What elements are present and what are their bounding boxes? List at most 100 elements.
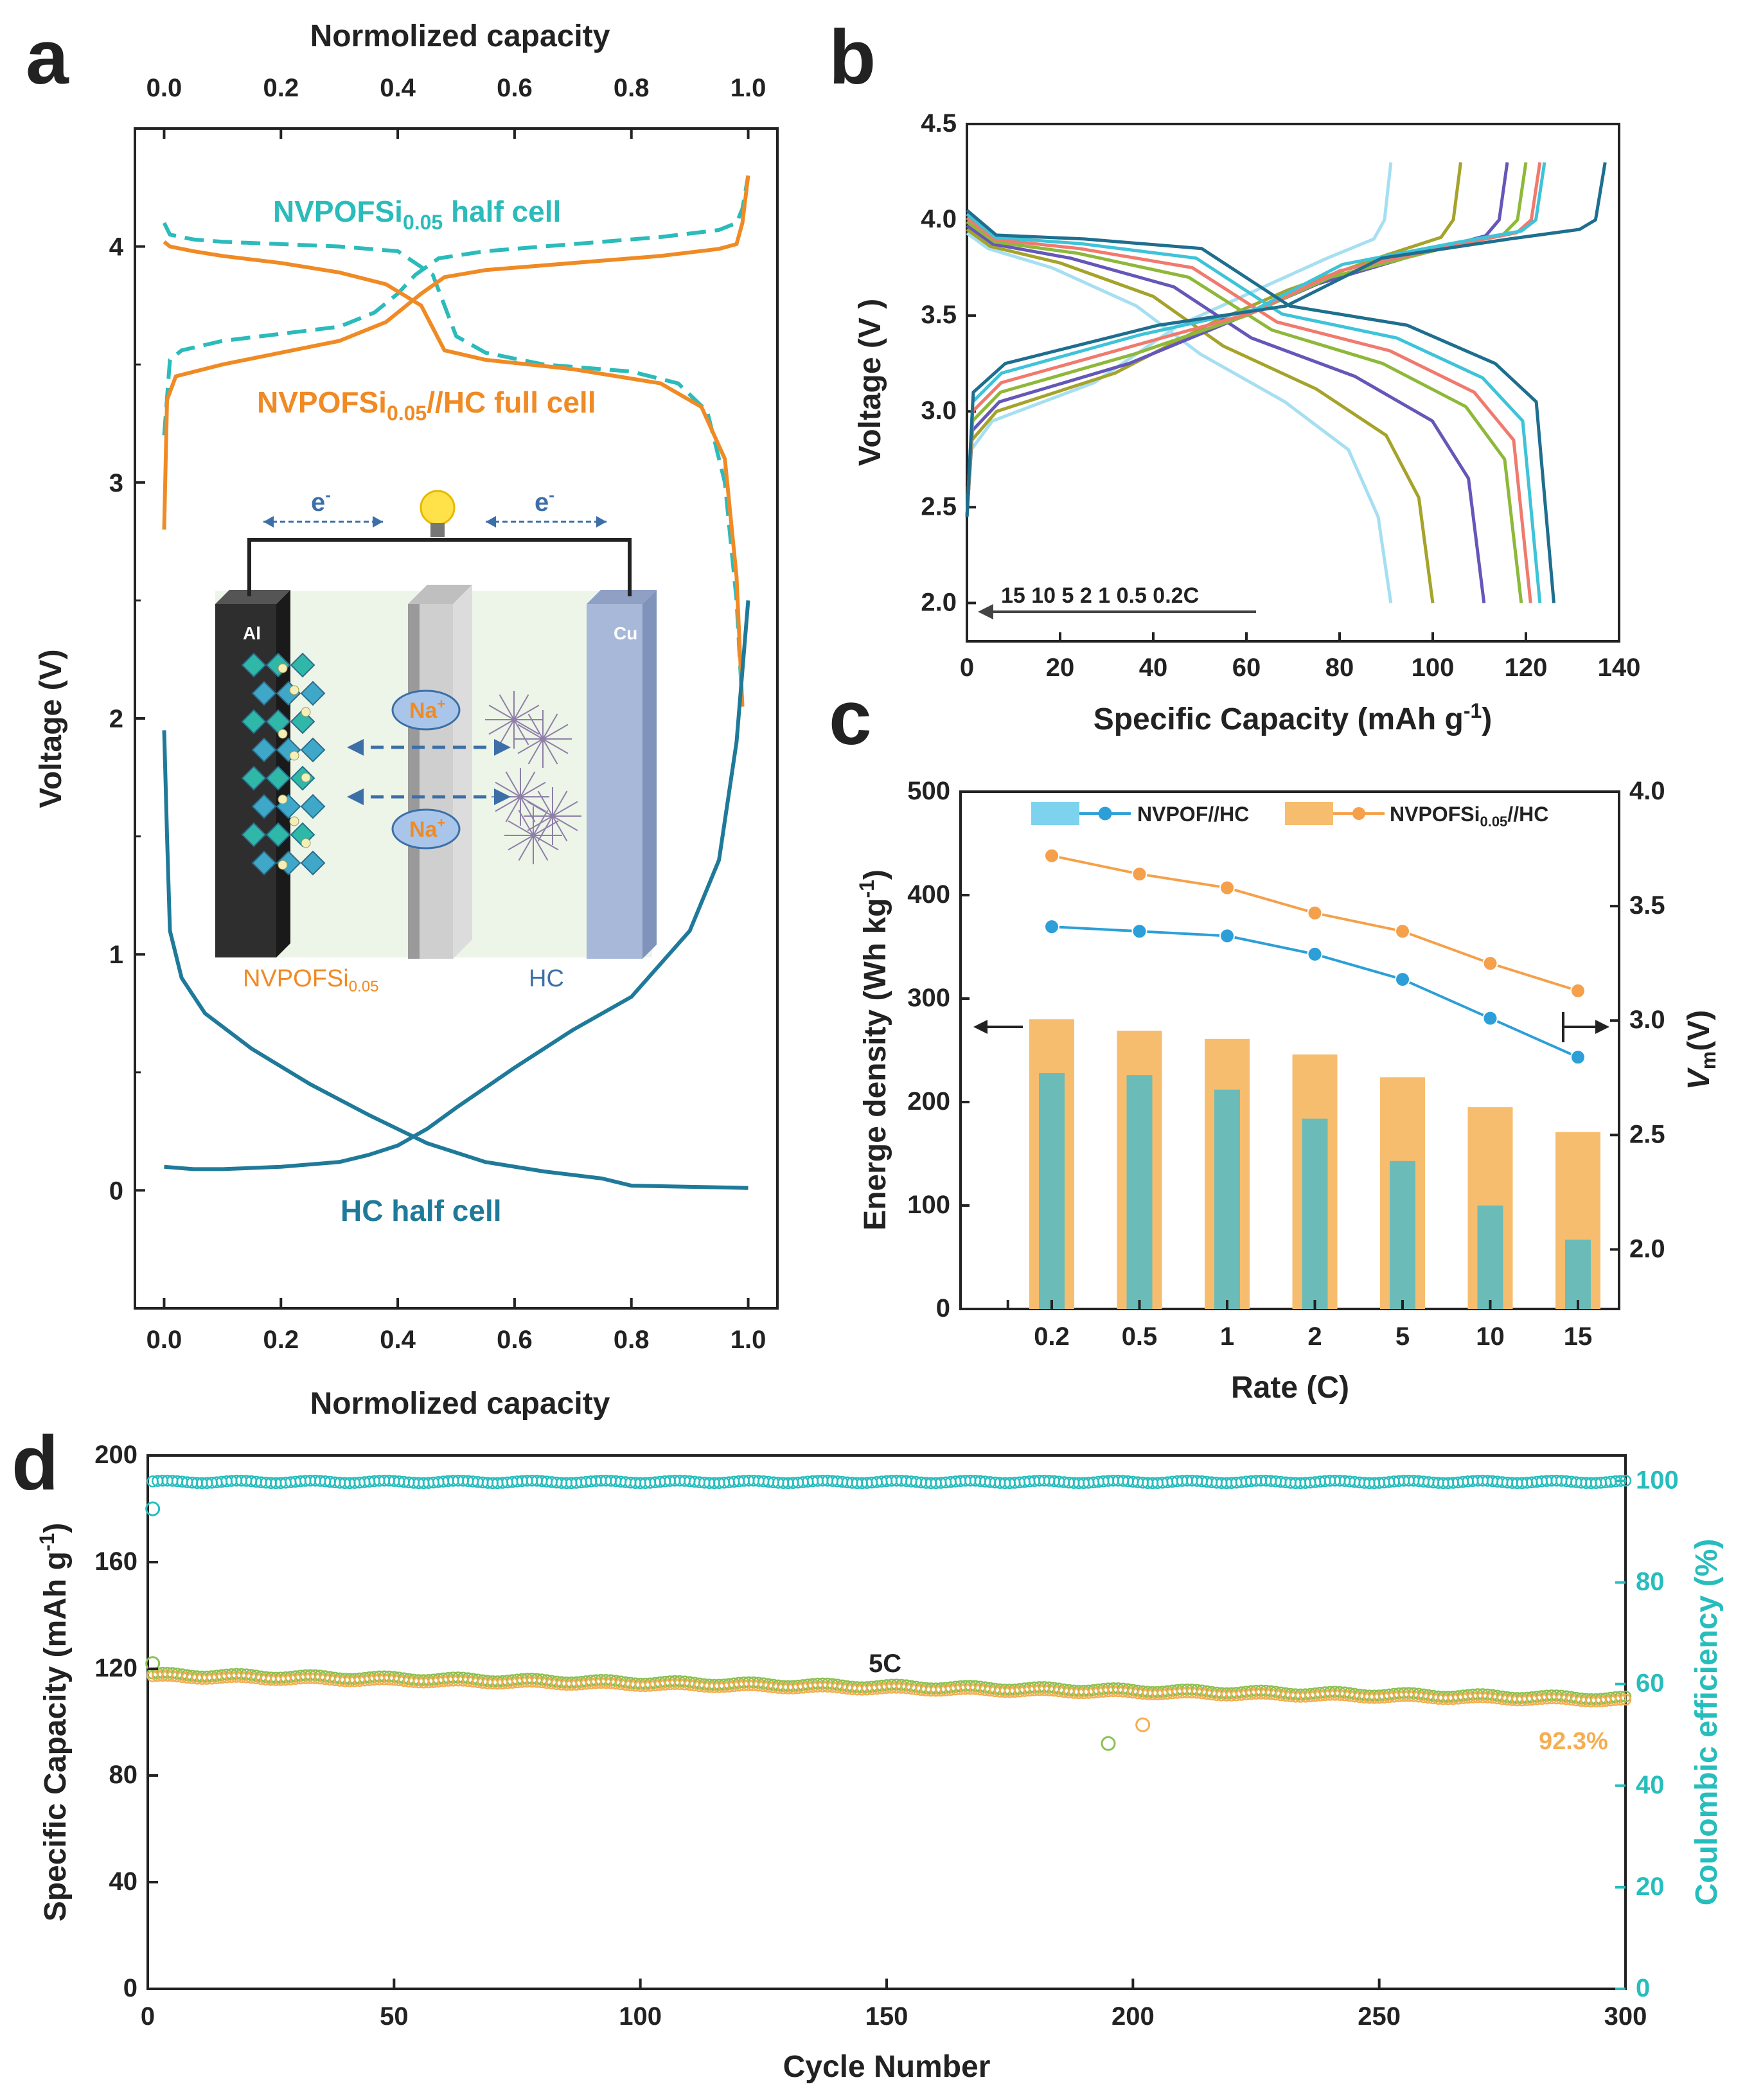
discharge-outlier — [1101, 1736, 1116, 1751]
left-axis-indicator-head — [973, 1020, 988, 1034]
x-tick-label: 140 — [1598, 654, 1641, 682]
vm-point — [1482, 1010, 1498, 1026]
legend-2-swatch — [1285, 802, 1333, 825]
panel-c-right-axis-title: Vm(V) — [1682, 1010, 1720, 1090]
y-tick-label: 3.0 — [921, 396, 957, 425]
y-right-tick-label: 20 — [1636, 1873, 1665, 1901]
half-cell-label: NVPOFSi0.05 half cell — [273, 195, 561, 234]
hc-half-cell-label: HC half cell — [341, 1194, 502, 1227]
crystal-unit — [251, 794, 277, 819]
x-tick-label-bottom: 0.6 — [497, 1326, 533, 1354]
x-tick-label: 120 — [1505, 654, 1548, 682]
crystal-unit — [300, 681, 326, 706]
y-tick-label: 1 — [109, 941, 123, 969]
na-ion-top-label: Na+ — [409, 696, 445, 723]
panel-d-right-axis-title: Coulombic efficiency (%) — [1690, 1539, 1724, 1906]
x-tick-label-bottom: 0.0 — [146, 1326, 182, 1354]
cell-schematic: Al Cu e- e- — [215, 485, 657, 995]
panel-b-ticks: 0 20 40 60 80 100 120 140 2.0 2.5 3.0 3.5 4.0 4.5 — [921, 109, 1640, 682]
x-tick-label-top: 0.8 — [614, 74, 650, 102]
vm-point — [1044, 919, 1059, 935]
x-tick-label: 80 — [1325, 654, 1354, 682]
electron-arrow-right-head-2 — [596, 516, 607, 528]
x-tick-label: 300 — [1604, 2002, 1647, 2031]
electron-arrow-left-head — [263, 516, 274, 528]
x-tick-label-bottom: 0.8 — [614, 1326, 650, 1354]
x-tick-label: 150 — [865, 2002, 908, 2031]
na-ion-top — [391, 690, 461, 731]
vm-point — [1395, 923, 1410, 939]
bar-nvpof-10 — [1477, 1206, 1503, 1309]
y-tick-label: 2.0 — [921, 588, 957, 616]
discharge-curve-2C — [966, 220, 1523, 603]
legend-1-label: NVPOF//HC — [1137, 803, 1249, 826]
na-site — [278, 663, 288, 673]
x-tick-label: 0 — [960, 654, 974, 682]
panel-c-lines — [1044, 848, 1586, 1065]
vm-point — [1131, 866, 1147, 882]
x-tick-label-top: 0.6 — [497, 74, 533, 102]
charge-curve-0.2C — [965, 162, 1607, 517]
discharge-curve-10C — [966, 227, 1435, 603]
x-tick-label-bottom: 0.2 — [263, 1326, 299, 1354]
nvpof-crystal-structure — [241, 652, 326, 876]
x-tick-label: 100 — [619, 2002, 662, 2031]
y-left-tick-label: 100 — [907, 1191, 950, 1219]
charge-curve-1C — [965, 162, 1542, 517]
y-right-tick-label: 80 — [1636, 1568, 1665, 1596]
discharge-curve-15C — [966, 231, 1393, 603]
vm-point — [1044, 848, 1059, 864]
x-tick-label-top: 1.0 — [731, 74, 766, 102]
panel-a-y-axis-title: Voltage (V) — [34, 649, 68, 808]
discharge-point — [1619, 1693, 1632, 1706]
bar-nvpof-15 — [1565, 1240, 1591, 1309]
na-site — [278, 860, 288, 870]
bulb-base — [430, 523, 445, 537]
x-tick-label: 5 — [1395, 1322, 1410, 1351]
right-axis-indicator-head — [1595, 1020, 1609, 1034]
panel-a: a Normolized capacity Normolized capacit… — [26, 14, 779, 1421]
panel-c-ticks: 0.2 0.5 1 2 5 10 15 0 100 200 300 400 500 2.0 2.5 3.0 3.… — [907, 777, 1665, 1351]
na-site — [289, 816, 299, 826]
bar-nvpof-1 — [1214, 1089, 1240, 1309]
panel-d: d 0 50 100 150 200 250 30004080120160200020406… — [12, 1420, 1724, 2084]
vm-point — [1219, 880, 1235, 896]
x-tick-label-bottom: 0.4 — [380, 1326, 416, 1354]
discharge-curve-1C — [966, 217, 1532, 603]
y-left-tick-label: 80 — [109, 1761, 138, 1789]
separator-top — [408, 585, 472, 604]
y-tick-label: 4.0 — [921, 205, 957, 233]
crystal-unit — [251, 681, 277, 706]
bar-nvpof-0.5 — [1126, 1075, 1153, 1309]
crystal-unit — [241, 822, 267, 848]
y-left-tick-label: 160 — [94, 1547, 137, 1576]
y-left-tick-label: 0 — [123, 1974, 137, 2002]
carbon-fragment — [488, 704, 540, 735]
legend-2-label: NVPOFSi0.05//HC — [1390, 803, 1548, 830]
curve-hc-half-cell-discharge- — [162, 730, 748, 1190]
crystal-unit — [300, 794, 326, 819]
charge-curve-5C — [965, 162, 1509, 517]
y-right-tick-label: 3.5 — [1629, 891, 1665, 920]
na-site — [289, 685, 299, 695]
cu-label: Cu — [614, 623, 637, 643]
x-tick-label-bottom: 1.0 — [731, 1326, 766, 1354]
na-site — [289, 751, 299, 761]
curve-nvpofsi0-05-hc-full-cell-charge- — [162, 175, 750, 530]
legend-2-marker — [1352, 807, 1365, 820]
panel-b: b 0 20 40 60 80 100 120 140 2.0 2.5 3.0 3.5 4.0 4.5 S… — [829, 14, 1640, 736]
external-circuit-wire — [247, 538, 632, 596]
y-right-tick-label: 3.0 — [1629, 1006, 1665, 1034]
y-tick-label: 3.5 — [921, 301, 957, 329]
rate-label: 5C — [869, 1650, 901, 1678]
panel-d-x-axis-title: Cycle Number — [783, 2050, 991, 2084]
na-ion-bottom-label: Na+ — [409, 815, 445, 842]
panel-a-ticks: 0.0 0.0 0.2 0.2 0.4 0.4 0.6 0.6 0.8 0.8 1.0 1.0 0 1 2 3… — [109, 74, 766, 1354]
y-left-tick-label: 200 — [94, 1441, 137, 1469]
y-left-tick-label: 500 — [907, 777, 950, 805]
y-right-tick-label: 60 — [1636, 1669, 1665, 1698]
al-label: Al — [243, 623, 261, 643]
x-tick-label: 1 — [1220, 1322, 1234, 1351]
panel-a-letter: a — [26, 14, 69, 100]
vm-point — [1219, 928, 1235, 944]
